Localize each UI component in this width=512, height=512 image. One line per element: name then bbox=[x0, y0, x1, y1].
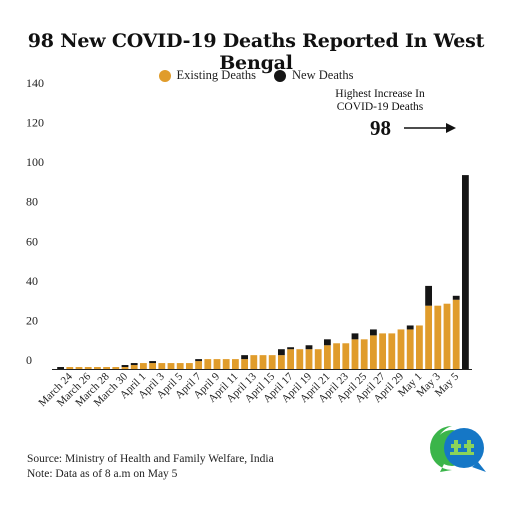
bar-existing-deaths bbox=[204, 359, 212, 369]
bar-existing-deaths bbox=[452, 299, 460, 369]
legend-item-existing: Existing Deaths bbox=[158, 68, 257, 83]
bar-existing-deaths bbox=[443, 303, 451, 369]
bar-existing-deaths bbox=[231, 359, 239, 369]
bar-new-deaths bbox=[287, 347, 295, 350]
source-text: Source: Ministry of Health and Family We… bbox=[27, 453, 274, 465]
y-tick-label: 40 bbox=[26, 274, 38, 288]
bar-existing-deaths bbox=[277, 355, 285, 369]
legend: Existing Deaths New Deaths bbox=[0, 68, 512, 83]
bar-existing-deaths bbox=[333, 343, 341, 369]
y-tick-label: 100 bbox=[26, 155, 44, 169]
note-text: Note: Data as of 8 a.m on May 5 bbox=[27, 468, 178, 480]
bar-existing-deaths bbox=[287, 349, 295, 369]
legend-swatch-new bbox=[274, 69, 287, 82]
bar-existing-deaths bbox=[112, 367, 120, 369]
bars bbox=[57, 175, 469, 369]
y-tick-label: 20 bbox=[26, 313, 38, 327]
bar-existing-deaths bbox=[425, 305, 433, 369]
bar-new-deaths bbox=[305, 345, 313, 350]
bar-new-deaths bbox=[149, 361, 157, 364]
bar-existing-deaths bbox=[149, 363, 157, 369]
bar-new-deaths bbox=[406, 325, 414, 330]
bar-existing-deaths bbox=[103, 367, 111, 369]
bar-existing-deaths bbox=[241, 359, 249, 369]
bar-existing-deaths bbox=[250, 355, 258, 369]
annotation-line1: Highest Increase In bbox=[335, 88, 425, 100]
bar-new-deaths bbox=[57, 367, 65, 369]
annotation-value: 98 bbox=[370, 116, 391, 140]
bar-new-deaths bbox=[241, 355, 249, 360]
bar-existing-deaths bbox=[176, 363, 184, 369]
bar-existing-deaths bbox=[342, 343, 350, 369]
bar-existing-deaths bbox=[406, 329, 414, 369]
bar-existing-deaths bbox=[66, 367, 74, 369]
bar-existing-deaths bbox=[130, 365, 138, 369]
bar-existing-deaths bbox=[195, 361, 203, 369]
bar-existing-deaths bbox=[84, 367, 92, 369]
bar-existing-deaths bbox=[93, 367, 101, 369]
bar-new-deaths bbox=[452, 295, 460, 300]
bar-existing-deaths bbox=[222, 359, 230, 369]
bar-new-deaths bbox=[425, 285, 433, 306]
annotation-arrow bbox=[404, 123, 456, 133]
bar-existing-deaths bbox=[296, 349, 304, 369]
bar-existing-deaths bbox=[185, 363, 193, 369]
bar-existing-deaths bbox=[213, 359, 221, 369]
legend-label-existing: Existing Deaths bbox=[176, 68, 257, 82]
bar-existing-deaths bbox=[158, 363, 166, 369]
bar-new-deaths bbox=[351, 333, 359, 340]
y-tick-label: 140 bbox=[26, 76, 44, 90]
bar-existing-deaths bbox=[379, 333, 387, 369]
bar-existing-deaths bbox=[305, 349, 313, 369]
bar-existing-deaths bbox=[121, 367, 129, 369]
bar-new-deaths bbox=[369, 329, 377, 336]
bar-new-deaths bbox=[195, 359, 203, 362]
y-tick-label: 120 bbox=[26, 116, 44, 130]
bar-existing-deaths bbox=[139, 363, 147, 369]
bar-existing-deaths bbox=[388, 333, 396, 369]
legend-swatch-existing bbox=[158, 69, 171, 82]
bar-existing-deaths bbox=[167, 363, 175, 369]
annotation-line2: COVID-19 Deaths bbox=[337, 101, 424, 113]
y-tick-label: 60 bbox=[26, 234, 38, 248]
plus-plus-logo-icon bbox=[430, 426, 486, 472]
y-tick-label: 80 bbox=[26, 195, 38, 209]
bar-new-deaths bbox=[461, 175, 469, 369]
bar-existing-deaths bbox=[268, 355, 276, 369]
bar-new-deaths bbox=[277, 349, 285, 356]
footer: Source: Ministry of Health and Family We… bbox=[27, 452, 274, 482]
chart-title: 98 New COVID-19 Deaths Reported In West … bbox=[27, 30, 485, 74]
y-tick-label: 0 bbox=[26, 353, 32, 367]
bar-existing-deaths bbox=[369, 335, 377, 369]
legend-label-new: New Deaths bbox=[292, 68, 354, 82]
legend-item-new: New Deaths bbox=[274, 68, 353, 83]
bar-existing-deaths bbox=[75, 367, 83, 369]
bar-new-deaths bbox=[323, 339, 331, 346]
bar-existing-deaths bbox=[314, 349, 322, 369]
bar-existing-deaths bbox=[415, 325, 423, 369]
bar-existing-deaths bbox=[397, 329, 405, 369]
bar-existing-deaths bbox=[351, 339, 359, 369]
bar-existing-deaths bbox=[323, 345, 331, 369]
bar-new-deaths bbox=[130, 363, 138, 366]
bar-existing-deaths bbox=[434, 305, 442, 369]
y-axis-ticks: 0 20 40 60 80 100 120 140 bbox=[26, 76, 44, 367]
bar-existing-deaths bbox=[259, 355, 267, 369]
bar-existing-deaths bbox=[360, 339, 368, 369]
bar-new-deaths bbox=[121, 365, 129, 368]
